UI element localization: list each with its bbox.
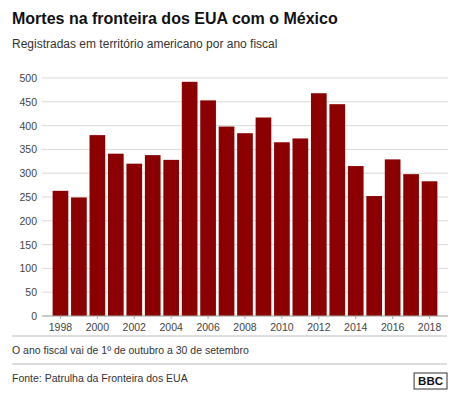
- logo-box: [414, 373, 447, 389]
- grid-line: [42, 78, 448, 79]
- grid-line: [42, 101, 448, 102]
- x-tick-label: 2000: [86, 321, 110, 333]
- bar: [366, 196, 382, 316]
- y-tick-label: 500: [19, 72, 37, 84]
- chart: Mortes na fronteira dos EUA com o México…: [0, 0, 459, 397]
- y-tick-label: 150: [19, 239, 37, 251]
- x-tick: [171, 316, 172, 319]
- bars: [53, 82, 438, 316]
- y-tick-label: 250: [19, 191, 37, 203]
- bar: [53, 191, 69, 316]
- chart-container: Mortes na fronteira dos EUA com o México…: [0, 0, 459, 397]
- grid-line: [42, 125, 448, 126]
- y-tick-label: 350: [19, 143, 37, 155]
- bar: [403, 174, 419, 316]
- bar: [237, 133, 253, 316]
- y-tick-label: 200: [19, 215, 37, 227]
- grid: [42, 78, 448, 316]
- bar: [126, 164, 142, 316]
- x-tick-label: 2002: [123, 321, 147, 333]
- bar: [145, 155, 161, 316]
- y-tick-label: 450: [19, 96, 37, 108]
- bar: [348, 166, 364, 316]
- x-tick-label: 2012: [307, 321, 331, 333]
- subtitle: Registradas em território americano por …: [12, 37, 277, 51]
- bar: [385, 159, 401, 316]
- x-tick-label: 2006: [196, 321, 220, 333]
- x-tick-label: 2014: [344, 321, 368, 333]
- x-tick: [245, 316, 246, 319]
- bar: [293, 138, 309, 316]
- x-tick: [281, 316, 282, 319]
- y-tick-label: 100: [19, 262, 37, 274]
- footnote: O ano fiscal vai de 1º de outubro a 30 d…: [12, 344, 249, 356]
- y-tick-label: 0: [31, 310, 37, 322]
- separator: [12, 336, 447, 337]
- bar: [182, 82, 198, 316]
- bar: [90, 135, 106, 316]
- logo-text: BBC: [418, 375, 443, 387]
- bar: [200, 100, 216, 316]
- x-tick-label: 2008: [233, 321, 257, 333]
- title: Mortes na fronteira dos EUA com o México: [12, 10, 338, 27]
- bar: [274, 142, 290, 316]
- x-tick-label: 1998: [49, 321, 73, 333]
- bar: [108, 154, 124, 316]
- bar: [163, 160, 179, 316]
- y-tick-label: 50: [25, 286, 37, 298]
- x-tick: [134, 316, 135, 319]
- x-tick-label: 2018: [418, 321, 442, 333]
- separator: [12, 364, 447, 365]
- bar: [219, 127, 235, 316]
- footnote: Fonte: Patrulha da Fronteira dos EUA: [12, 372, 188, 384]
- x-tick: [208, 316, 209, 319]
- x-tick: [97, 316, 98, 319]
- x-tick-label: 2016: [381, 321, 405, 333]
- x-tick: [60, 316, 61, 319]
- bar: [329, 104, 345, 316]
- bar: [71, 197, 87, 316]
- bar: [256, 118, 272, 316]
- bar: [311, 93, 327, 316]
- x-tick: [355, 316, 356, 319]
- x-tick: [429, 316, 430, 319]
- x-tick: [318, 316, 319, 319]
- y-tick-label: 300: [19, 167, 37, 179]
- bar: [422, 181, 438, 316]
- x-tick-label: 2004: [160, 321, 184, 333]
- logo: BBC: [414, 373, 447, 389]
- x-tick-label: 2010: [270, 321, 294, 333]
- x-tick: [392, 316, 393, 319]
- y-tick-label: 400: [19, 120, 37, 132]
